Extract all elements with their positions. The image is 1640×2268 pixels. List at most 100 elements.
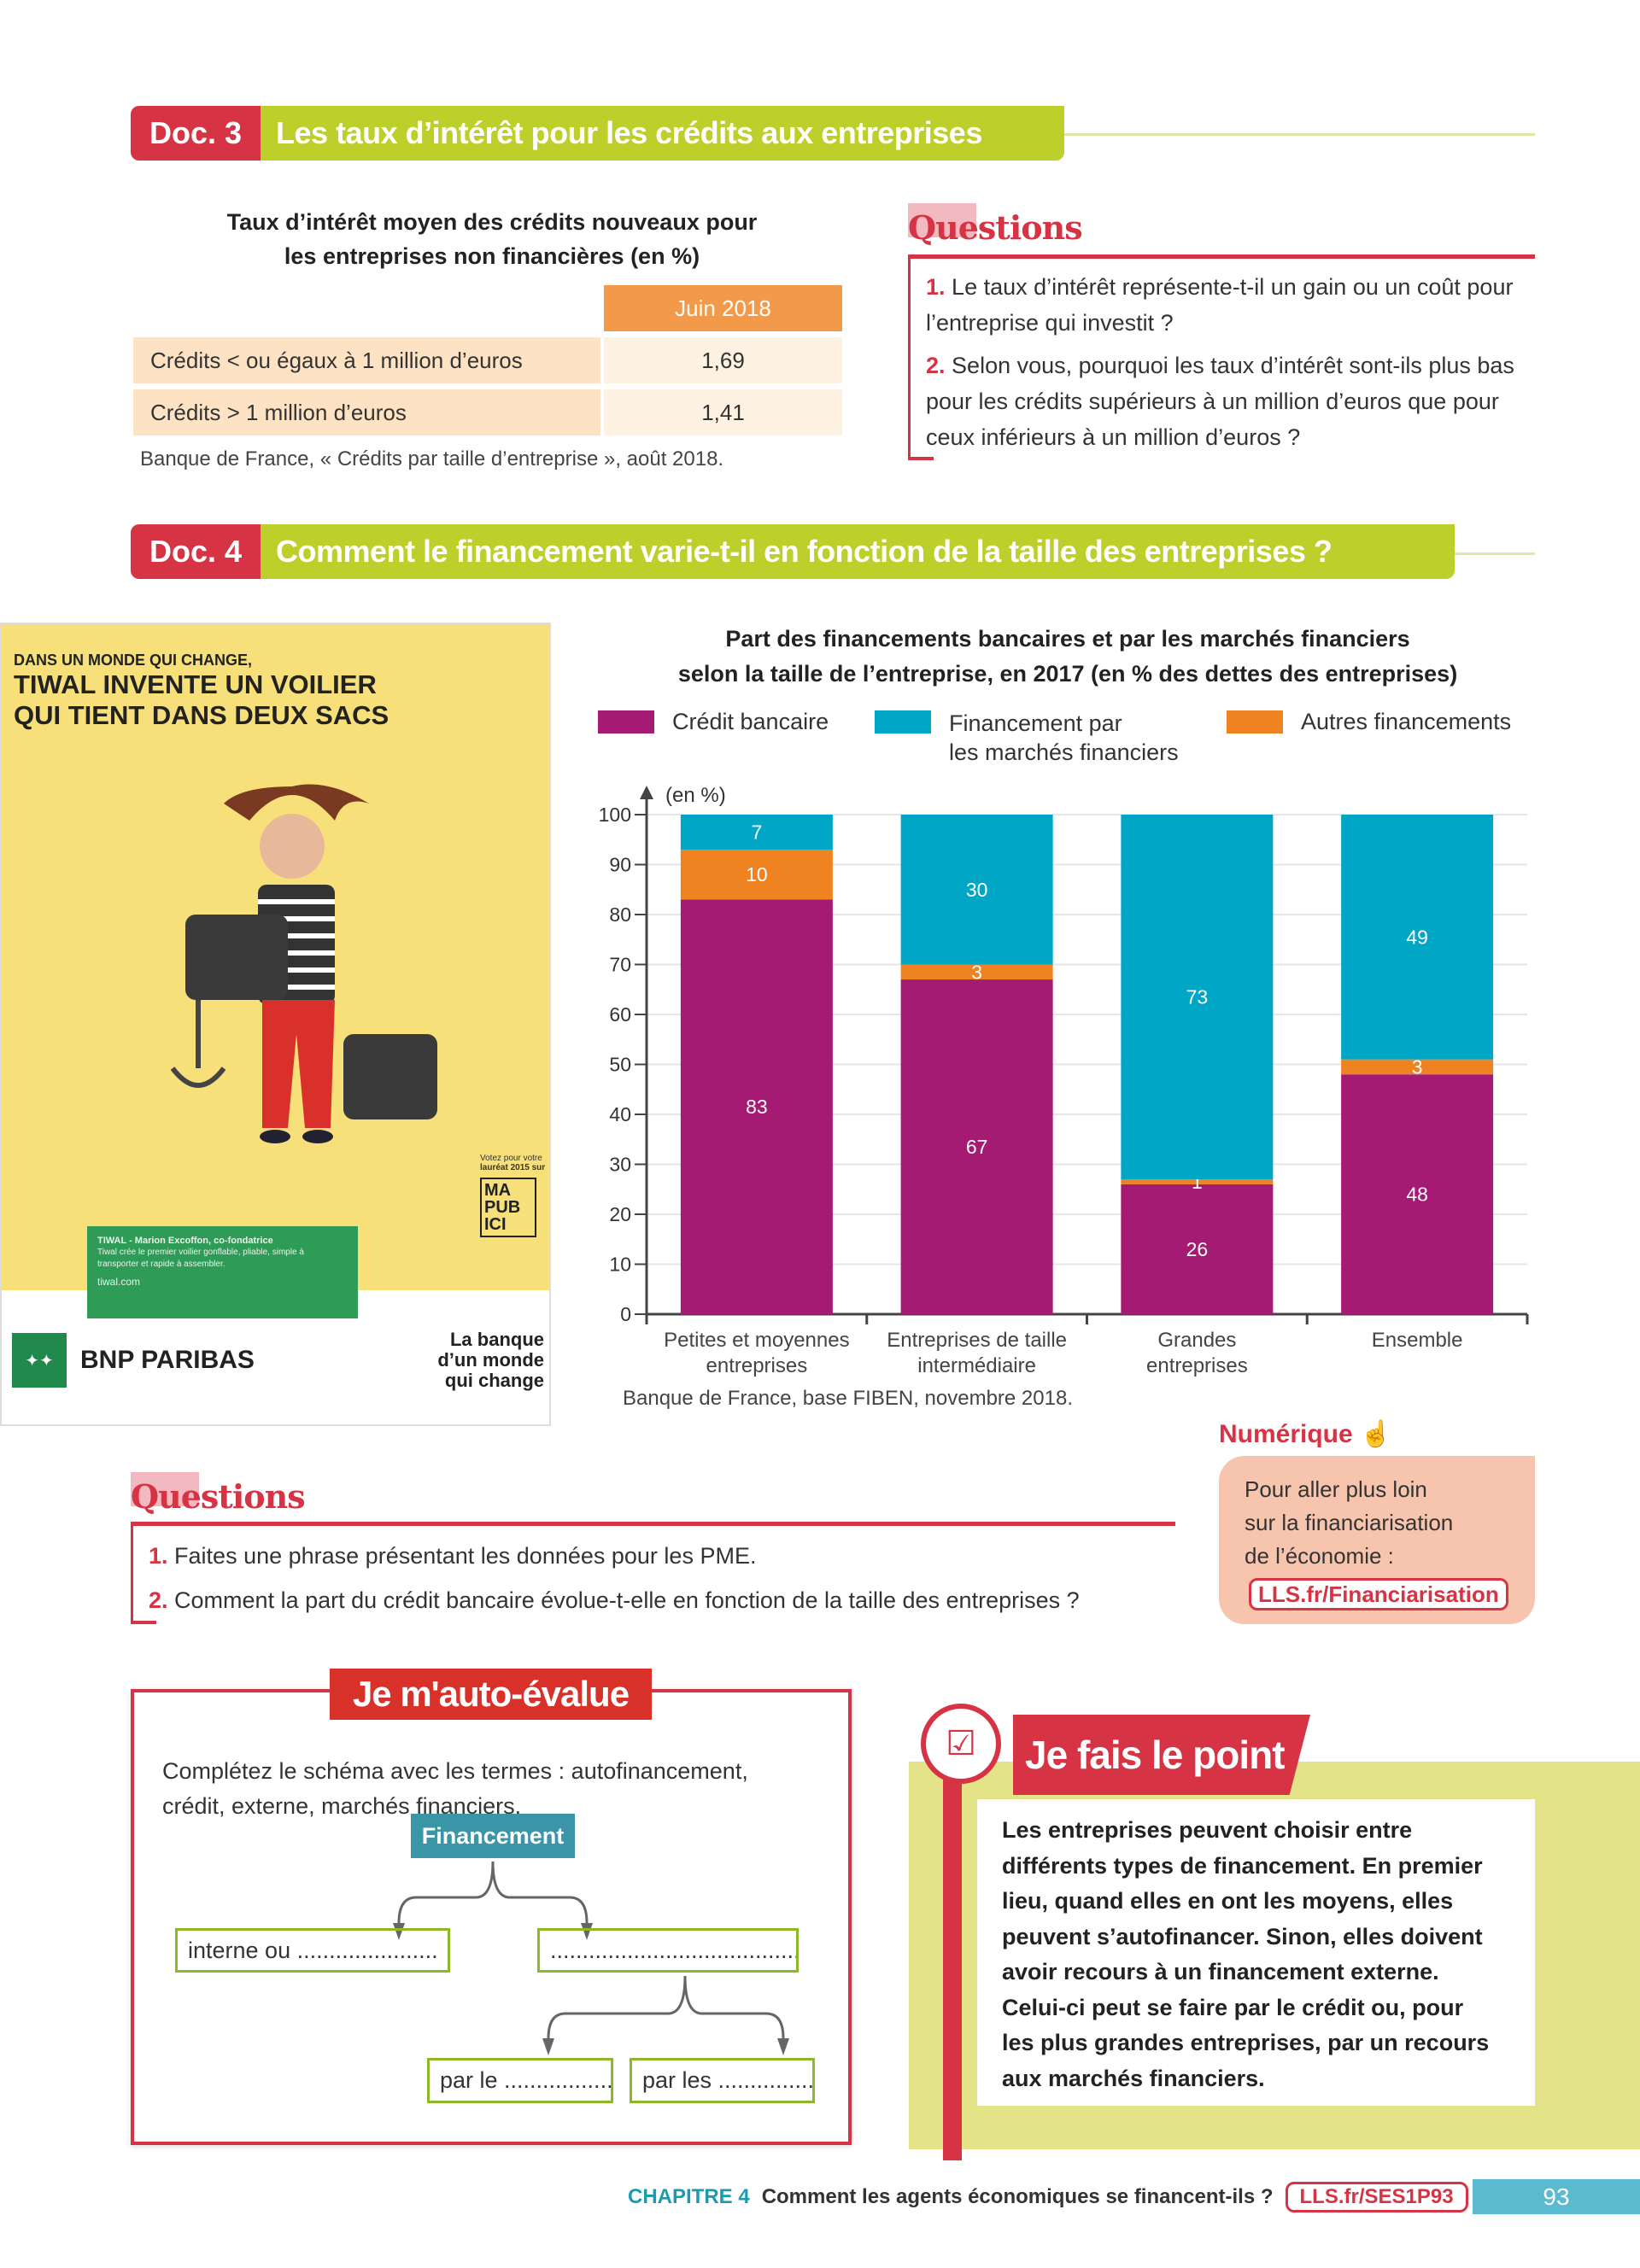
mapub-text: MA PUB ICI [480,1178,536,1237]
bar-segment [680,849,833,900]
question-2: 2. Selon vous, pourquoi les taux d’intér… [926,353,1514,450]
point-line: les plus grandes entreprises, par un rec… [1002,2030,1490,2055]
question-2: 2. Comment la part du crédit bancaire év… [149,1587,1080,1613]
bar-segment [900,979,1053,1314]
y-tick-label: 70 [609,954,631,976]
caption-text: Tiwal crée le premier voilier gonflable,… [97,1248,304,1269]
data-label: 48 [1406,1184,1428,1206]
ad-caption: TIWAL - Marion Excoffon, co-fondatrice T… [87,1226,358,1318]
y-tick-label: 60 [609,1003,631,1026]
checklist-icon: ☑ [921,1704,1001,1784]
doc3-number: Doc. 3 [131,106,261,161]
question-1: 1. Le taux d’intérêt représente-t-il un … [926,274,1514,336]
numerique-text: Pour aller plus loin [1245,1476,1427,1502]
row-label: Crédits < ou égaux à 1 million d’euros [133,337,600,383]
stacked-bar-chart: 0 10 20 30 40 50 60 70 80 90 100 (en %) 83 10 7 Petites… [599,784,1529,1377]
bar-segment [1121,1179,1274,1184]
doc4-rule [1444,552,1535,555]
data-label: 83 [746,1096,768,1118]
y-tick-label: 90 [609,854,631,876]
mapubici-logo: Votez pour votre lauréat 2015 sur MA PUB… [480,1154,548,1237]
y-tick-label: 40 [609,1103,631,1125]
doc4-questions: 1. Faites une phrase présentant les donn… [131,1522,1175,1624]
data-label: 49 [1406,926,1428,948]
doc3-questions: 1. Le taux d’intérêt représente-t-il un … [908,254,1535,460]
point-line: Celui-ci peut se faire par le crédit ou,… [1002,1994,1464,2020]
y-tick-label: 100 [599,804,631,826]
y-axis-label: (en %) [665,784,726,807]
numerique-text: de l’économie : [1245,1543,1394,1569]
point-line: Les entreprises peuvent choisir entre [1002,1817,1413,1843]
x-tick-label: Ensemble [1372,1329,1463,1352]
click-hand-icon: ☝ [1360,1420,1392,1448]
diagram-box-externe[interactable]: ........................................… [537,1928,799,1973]
bar-segment [680,815,833,850]
bar-segment [900,815,1053,965]
caption-title: TIWAL - Marion Excoffon, co-fondatrice [97,1236,273,1246]
diagram-box-interne[interactable]: interne ou ...................... [175,1928,450,1973]
numerique-box: Pour aller plus loin sur la financiarisa… [1219,1456,1535,1624]
footer-title: Comment les agents économiques se financ… [761,2185,1274,2208]
diagram-box-par-le[interactable]: par le ................. [427,2058,613,2103]
point-content: Les entreprises peuvent choisir entre di… [977,1799,1535,2106]
caption-url: tiwal.com [97,1276,141,1288]
page-number: 93 [1473,2179,1640,2214]
table-title-line2: les entreprises non financières (en %) [284,243,700,269]
legend-label-credit: Crédit bancaire [672,709,829,734]
chart-title-line1: Part des financements bancaires et par l… [725,626,1410,652]
chart-title-line2: selon la taille de l’entreprise, en 2017… [677,661,1458,687]
bar-segment [900,964,1053,980]
doc4-title: Comment le financement varie-t-il en fon… [276,534,1332,569]
point-line: avoir recours à un financement externe. [1002,1959,1439,1984]
bar-segment [1341,1059,1494,1075]
data-label: 3 [971,961,982,983]
table-title: Taux d’intérêt moyen des crédits nouveau… [133,205,851,273]
footer: CHAPITRE 4 Comment les agents économique… [628,2179,1468,2215]
numerique-link[interactable]: LLS.fr/Financiarisation [1249,1578,1508,1610]
bnp-brand: BNP PARIBAS [80,1346,255,1374]
y-tick-label: 20 [609,1203,631,1225]
footer-link[interactable]: LLS.fr/SES1P93 [1285,2182,1468,2212]
data-label: 10 [746,863,768,886]
y-tick-label: 30 [609,1154,631,1176]
legend-swatch-credit [598,710,654,734]
x-tick-label: entreprises [706,1354,808,1377]
x-tick-label: Entreprises de taille [887,1329,1067,1352]
bar-segment [1341,815,1494,1060]
numerique-title: Numérique ☝ [1219,1420,1392,1448]
bar-segment [680,899,833,1314]
data-label: 73 [1186,986,1209,1008]
row-value: 1,69 [604,337,842,383]
row-label: Crédits > 1 million d’euros [133,389,600,435]
diagram-root-financement: Financement [411,1814,575,1858]
point-line: aux marchés financiers. [1002,2065,1265,2091]
doc3-title: Les taux d’intérêt pour les crédits aux … [276,115,982,150]
legend-label-autres: Autres financements [1301,709,1512,734]
y-tick-label: 0 [620,1303,631,1325]
numerique-text: sur la financiarisation [1245,1510,1454,1535]
y-tick-label: 80 [609,903,631,926]
legend-swatch-marches [875,710,931,734]
question-1: 1. Faites une phrase présentant les donn… [149,1543,757,1569]
x-tick-label: Grandes [1157,1329,1236,1352]
questions-title: Questions [908,203,1083,247]
ad-line2: TIWAL INVENTE UN VOILIER [14,669,377,699]
point-line: peuvent s’autofinancer. Sinon, elles doi… [1002,1923,1483,1949]
ad-headline: DANS UN MONDE QUI CHANGE, TIWAL INVENTE … [14,652,389,731]
autoeval-title: Je m'auto-évalue [330,1669,652,1720]
vote-text-1: Votez pour votre [480,1154,542,1163]
table-title-line1: Taux d’intérêt moyen des crédits nouveau… [226,209,758,235]
x-tick-label: entreprises [1146,1354,1248,1377]
data-label: 26 [1186,1238,1209,1260]
questions-title: Questions [131,1472,306,1516]
point-line: lieu, quand elles en ont les moyens, ell… [1002,1888,1454,1914]
woman-with-bags-illustration [170,784,437,1143]
autoeval-box: Complétez le schéma avec les termes : au… [131,1689,852,2145]
diagram-arrows [393,1861,789,2055]
point-title: Je fais le point [1013,1715,1310,1795]
ad-line1: DANS UN MONDE QUI CHANGE, [14,652,253,669]
diagram-box-par-les[interactable]: par les ............... [630,2058,815,2103]
x-tick-label: Petites et moyennes [664,1329,849,1352]
autoeval-instruction: Complétez le schéma avec les termes : au… [162,1758,748,1819]
bnp-logo-icon: ✦✦ [12,1333,67,1388]
